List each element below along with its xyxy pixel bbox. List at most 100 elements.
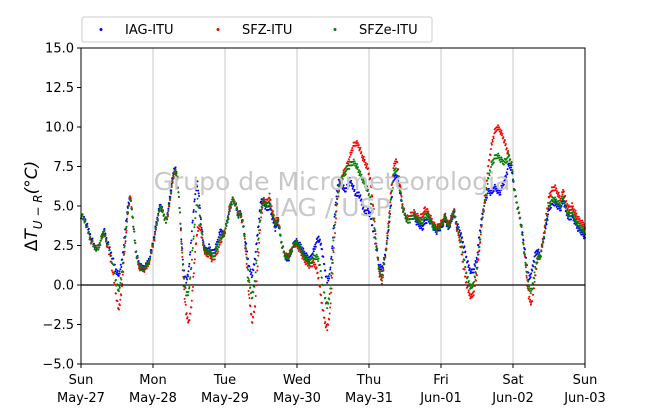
data-point — [386, 237, 389, 240]
data-point — [338, 189, 341, 192]
data-point — [460, 232, 463, 235]
y-label-delta: Δ — [22, 239, 42, 251]
data-point — [123, 250, 126, 253]
data-point — [579, 219, 582, 222]
data-point — [174, 166, 177, 169]
data-point — [418, 227, 421, 230]
data-point — [306, 257, 309, 260]
data-point — [505, 171, 508, 174]
data-point — [320, 302, 323, 305]
data-point — [332, 249, 335, 252]
data-point — [442, 223, 445, 226]
data-point — [260, 202, 263, 205]
data-point — [307, 259, 310, 262]
data-point — [358, 172, 361, 175]
data-point — [451, 216, 454, 219]
data-point — [369, 211, 372, 214]
data-point — [329, 284, 332, 287]
data-point — [113, 283, 116, 286]
data-point — [359, 146, 362, 149]
data-point — [383, 258, 386, 261]
data-point — [507, 164, 510, 167]
data-point — [330, 271, 333, 274]
data-point — [125, 225, 128, 228]
data-point — [368, 215, 371, 218]
watermark-line-2: IAG / USP — [274, 193, 391, 222]
data-point — [543, 230, 546, 233]
data-point — [350, 151, 353, 154]
data-point — [370, 186, 373, 189]
data-point — [426, 211, 429, 214]
data-point — [193, 226, 196, 229]
data-point — [429, 217, 432, 220]
data-point — [392, 180, 394, 183]
data-point — [190, 239, 193, 242]
data-point — [201, 233, 204, 236]
data-point — [385, 239, 388, 242]
data-point — [444, 214, 447, 217]
data-point — [184, 300, 187, 303]
data-point — [381, 265, 384, 268]
data-point — [571, 213, 574, 216]
data-point — [365, 187, 368, 190]
data-point — [112, 257, 115, 260]
data-point — [529, 276, 532, 279]
data-point — [557, 191, 560, 194]
data-point — [504, 174, 507, 177]
data-point — [478, 236, 481, 239]
data-point — [271, 210, 274, 213]
data-point — [154, 230, 156, 233]
data-point — [185, 276, 188, 279]
data-point — [193, 261, 196, 264]
data-point — [351, 187, 354, 190]
data-point — [249, 268, 252, 271]
data-point — [190, 306, 193, 309]
data-point — [578, 217, 581, 220]
data-point — [524, 253, 527, 256]
data-point — [486, 188, 489, 191]
data-point — [352, 184, 355, 187]
data-point — [98, 246, 101, 249]
data-point — [348, 156, 351, 159]
data-point — [355, 140, 358, 143]
data-point — [229, 204, 232, 207]
data-point — [315, 253, 318, 256]
data-point — [146, 263, 149, 266]
data-point — [165, 217, 168, 220]
data-point — [532, 282, 535, 285]
data-point — [256, 233, 259, 236]
data-point — [196, 233, 199, 236]
data-point — [572, 216, 575, 219]
data-point — [159, 206, 162, 209]
data-point — [580, 228, 583, 231]
data-point — [297, 243, 300, 246]
data-point — [151, 242, 154, 245]
data-point — [367, 167, 370, 170]
data-point — [545, 220, 548, 223]
data-point — [379, 263, 382, 266]
data-point — [575, 212, 578, 215]
data-point — [327, 279, 330, 282]
data-point — [393, 164, 396, 167]
data-point — [391, 189, 394, 192]
data-point — [364, 161, 367, 164]
data-point — [399, 186, 402, 189]
data-point — [298, 244, 301, 247]
data-point — [482, 211, 485, 213]
data-point — [272, 213, 275, 216]
data-point — [338, 182, 341, 185]
data-point — [301, 252, 304, 255]
data-point — [194, 217, 197, 220]
data-point — [254, 295, 257, 298]
data-point — [116, 269, 119, 272]
data-point — [117, 288, 120, 291]
data-point — [574, 220, 577, 223]
data-point — [264, 205, 267, 208]
data-point — [217, 241, 220, 244]
data-point — [401, 203, 404, 205]
data-point — [396, 169, 399, 172]
data-point — [473, 290, 476, 293]
data-point — [330, 291, 333, 294]
data-point — [508, 154, 511, 157]
data-point — [505, 176, 508, 179]
